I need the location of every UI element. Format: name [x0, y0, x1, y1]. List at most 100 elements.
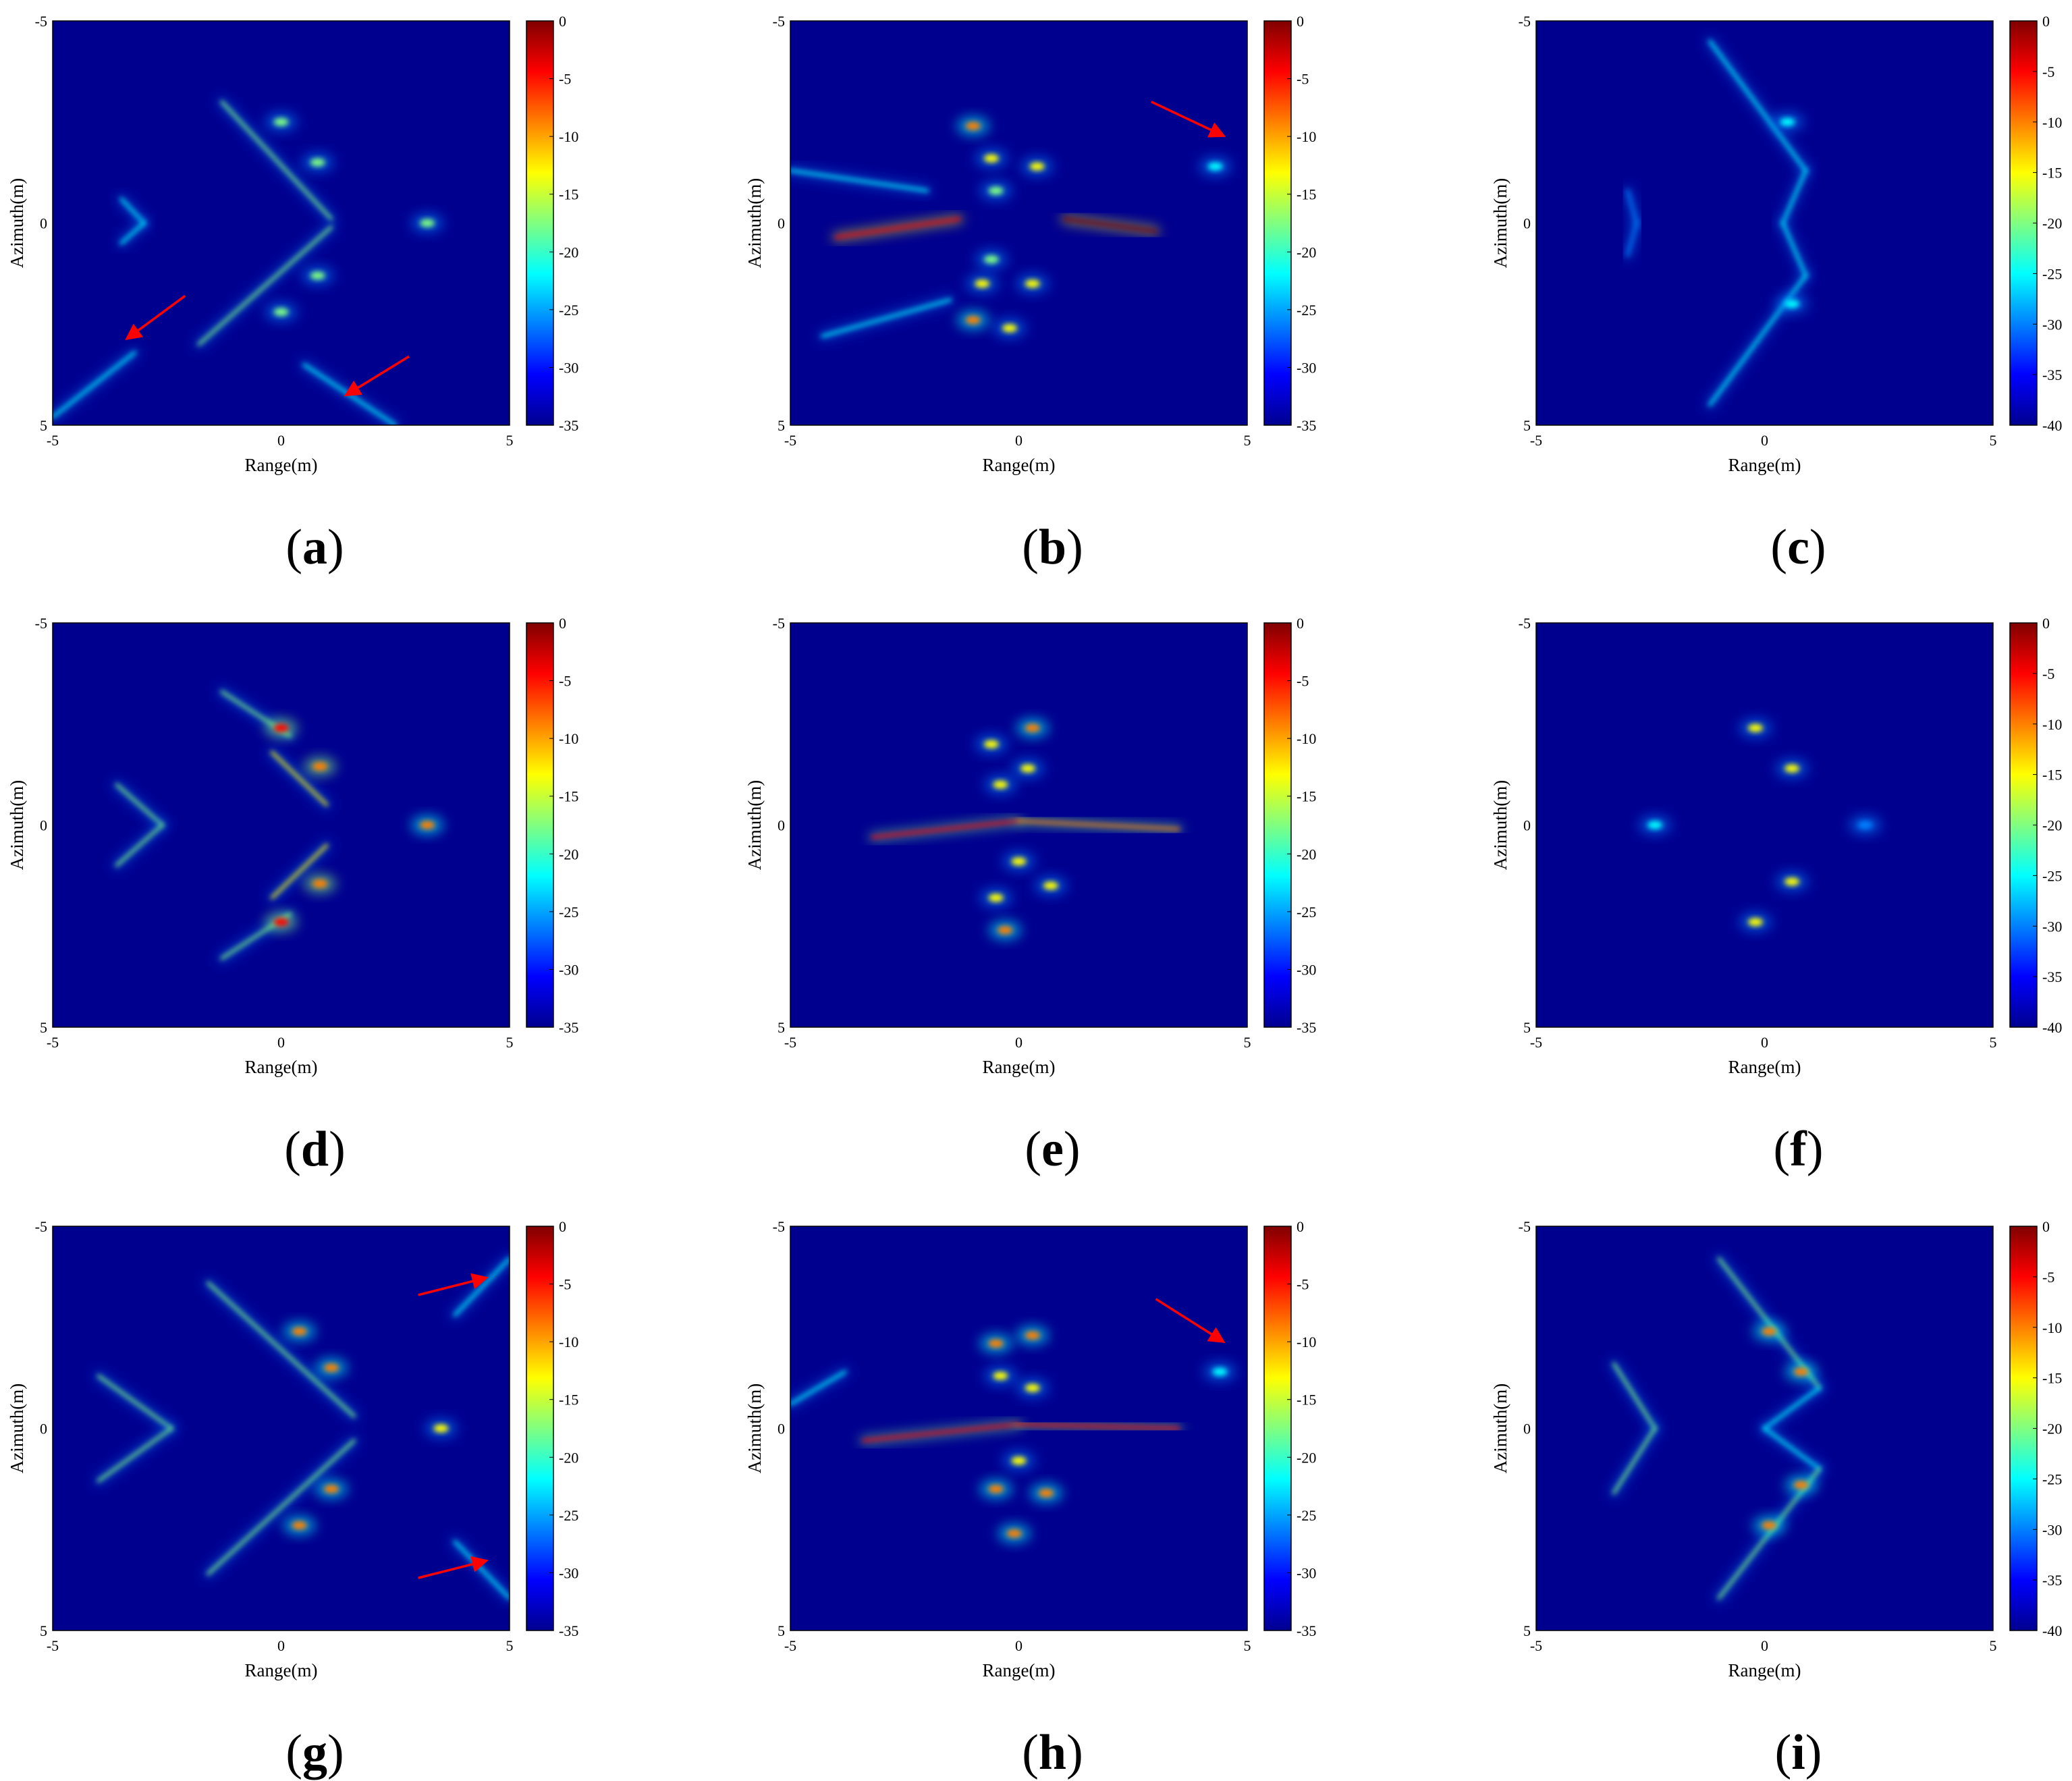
heatmap-image	[790, 1325, 1236, 1543]
y-tick-label: -5	[773, 1218, 785, 1235]
panel-d: -5 0 5-505Range(m)Azimuth(m)0-5-10-15-20-2…	[7, 615, 578, 1177]
y-tick-label: -5	[1519, 615, 1531, 632]
colorbar	[1263, 622, 1292, 1028]
colorbar-tick-label: -20	[1297, 244, 1316, 261]
colorbar-tick-label: -15	[2042, 767, 2062, 784]
colorbar-tick-label: -15	[1297, 1392, 1316, 1408]
colorbar-tick-label: 0	[559, 1218, 566, 1235]
colorbar-tick-label: -10	[559, 1334, 578, 1350]
x-axis-label: Range(m)	[1728, 1057, 1801, 1077]
scatter-point	[1006, 1529, 1022, 1538]
x-tick-label: 0	[1761, 432, 1768, 449]
panel-caption: (h)	[1022, 1725, 1083, 1780]
colorbar-tick-label: -25	[1297, 904, 1316, 921]
scatter-point	[988, 1339, 1004, 1348]
scatter-point	[1025, 723, 1040, 732]
x-tick-label: 0	[1015, 432, 1023, 449]
scatter-point	[323, 1363, 339, 1372]
colorbar-tick-label: 0	[1297, 13, 1304, 30]
plot-frame	[1535, 1226, 1994, 1631]
x-tick-label: -5	[784, 1637, 796, 1654]
scatter-point	[1025, 1383, 1040, 1392]
colorbar-tick-label: -15	[2042, 165, 2062, 182]
colorbar-tick-label: -5	[559, 1276, 571, 1293]
heatmap-image	[112, 687, 444, 963]
x-tick-label: -5	[1530, 1637, 1542, 1654]
y-tick-label: -5	[773, 13, 785, 30]
scatter-point	[323, 1485, 339, 1494]
colorbar-tick-label: -20	[2042, 817, 2062, 834]
heatmap-image	[1623, 36, 1810, 410]
x-tick-label: 0	[277, 432, 285, 449]
x-tick-label: 5	[506, 432, 514, 449]
colorbar-tick-label: -15	[1297, 788, 1316, 805]
colorbar-tick-label: -40	[2042, 1019, 2062, 1036]
annotation-arrow	[1151, 101, 1226, 138]
colorbar-tick-label: -35	[2042, 366, 2062, 383]
scatter-streak	[1763, 1386, 1821, 1430]
y-tick-label: -5	[35, 13, 47, 30]
colorbar-tick-label: -40	[2042, 417, 2062, 434]
colorbar-tick-label: -15	[559, 186, 578, 203]
annotation-arrow	[344, 355, 410, 397]
scatter-point	[1857, 821, 1873, 829]
colorbar-tick-label: -20	[1297, 846, 1316, 862]
scatter-point	[420, 219, 435, 227]
y-tick-label: 0	[778, 817, 785, 834]
scatter-point	[965, 121, 981, 130]
scatter-streak	[119, 221, 146, 245]
colorbar-tick-label: 0	[2042, 13, 2050, 30]
y-tick-label: 0	[778, 215, 785, 232]
x-axis-label: Range(m)	[983, 455, 1056, 475]
scatter-point	[1002, 324, 1017, 333]
colorbar-tick-label: -30	[559, 359, 578, 376]
colorbar-tick-label: -10	[559, 730, 578, 747]
x-axis-label: Range(m)	[983, 1057, 1056, 1077]
colorbar-tick-label: -30	[2042, 1521, 2062, 1538]
colorbar-tick-label: -10	[559, 128, 578, 145]
colorbar-tick-label: -10	[2042, 114, 2062, 131]
scatter-point	[1762, 1327, 1777, 1336]
x-tick-label: -5	[47, 1034, 59, 1051]
scatter-point	[988, 1485, 1004, 1494]
panel-caption: (d)	[284, 1122, 345, 1177]
plot-frame	[52, 622, 510, 1028]
x-axis-label: Range(m)	[245, 455, 318, 475]
scatter-point	[1780, 117, 1795, 126]
colorbar-tick-label: -30	[559, 961, 578, 978]
colorbar	[2009, 1226, 2038, 1631]
colorbar-tick-label: -5	[1297, 673, 1309, 690]
panel-c: -5 0 5-505Range(m)Azimuth(m)0-5-10-15-20-2…	[1490, 13, 2062, 575]
scatter-point	[1784, 764, 1800, 773]
colorbar-tick-label: -35	[2042, 968, 2062, 985]
colorbar-tick-label: -30	[559, 1564, 578, 1581]
colorbar-tick-label: -20	[559, 846, 578, 862]
plot-frame	[52, 1226, 510, 1631]
scatter-point	[983, 255, 999, 264]
annotation-arrow	[418, 1273, 489, 1296]
colorbar-tick-label: -35	[559, 1622, 578, 1639]
y-tick-label: 5	[1523, 1622, 1531, 1639]
y-axis-label: Azimuth(m)	[1490, 178, 1510, 268]
colorbar-tick-label: -25	[2042, 265, 2062, 282]
scatter-point	[1011, 1456, 1027, 1465]
scatter-streak	[1708, 39, 1807, 172]
x-tick-label: -5	[784, 1034, 796, 1051]
scatter-streak	[821, 298, 952, 338]
scatter-point	[1043, 881, 1058, 890]
scatter-point	[1025, 1331, 1040, 1340]
scatter-point	[310, 158, 325, 167]
colorbar-tick-label: -10	[2042, 1319, 2062, 1336]
y-axis-label: Azimuth(m)	[7, 178, 27, 268]
scatter-point	[433, 1424, 449, 1433]
scatter-point	[1784, 300, 1800, 308]
y-axis-label: Azimuth(m)	[7, 780, 27, 870]
colorbar-tick-label: -25	[559, 904, 578, 921]
x-tick-label: 5	[1244, 1034, 1251, 1051]
x-tick-label: -5	[1530, 432, 1542, 449]
x-axis-label: Range(m)	[245, 1660, 318, 1680]
y-axis-label: Azimuth(m)	[744, 178, 765, 268]
colorbar	[526, 20, 554, 426]
colorbar-tick-label: -30	[2042, 918, 2062, 935]
